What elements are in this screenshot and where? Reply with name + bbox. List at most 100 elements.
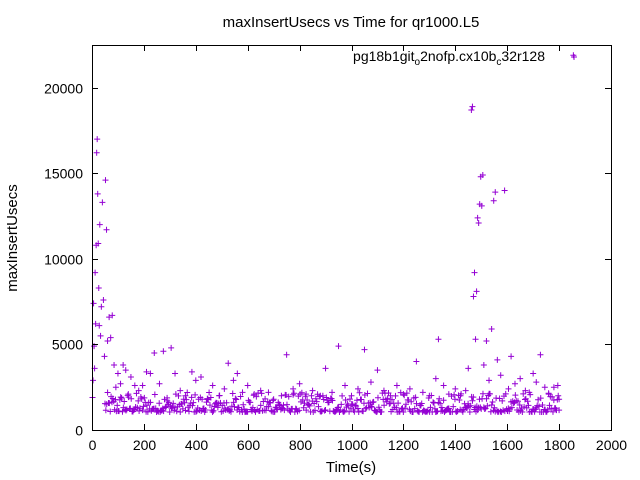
x-tick-label: 400 bbox=[185, 437, 209, 453]
data-point bbox=[484, 402, 491, 409]
data-point bbox=[492, 189, 499, 196]
data-point bbox=[435, 336, 442, 343]
data-point bbox=[430, 399, 437, 406]
data-point bbox=[397, 389, 404, 396]
data-point bbox=[521, 403, 528, 410]
y-tick-label: 5000 bbox=[52, 337, 83, 353]
data-point bbox=[104, 389, 111, 396]
data-point bbox=[106, 400, 113, 407]
data-point bbox=[445, 405, 452, 412]
data-point bbox=[166, 409, 173, 416]
data-point bbox=[199, 396, 206, 403]
data-point bbox=[209, 382, 216, 389]
data-point bbox=[554, 382, 561, 389]
data-point bbox=[127, 373, 134, 380]
data-point bbox=[533, 379, 540, 386]
data-point bbox=[317, 392, 324, 399]
data-point bbox=[355, 408, 362, 415]
legend-label-subscript-1: o bbox=[415, 57, 421, 68]
data-point bbox=[239, 389, 246, 396]
data-point bbox=[550, 384, 557, 391]
data-point bbox=[268, 407, 275, 414]
data-point bbox=[141, 394, 148, 401]
data-point bbox=[321, 407, 328, 414]
data-point bbox=[524, 398, 531, 405]
data-point bbox=[118, 395, 125, 402]
legend-label-part-2: 2nofp.cx10b bbox=[420, 48, 496, 64]
data-point bbox=[182, 407, 189, 414]
data-point bbox=[175, 392, 182, 399]
data-point bbox=[185, 408, 192, 415]
data-point bbox=[479, 390, 486, 397]
data-point bbox=[230, 399, 237, 406]
x-tick-label: 1200 bbox=[388, 437, 419, 453]
data-point bbox=[472, 336, 479, 343]
data-point bbox=[107, 334, 114, 341]
data-point bbox=[244, 408, 251, 415]
data-point bbox=[362, 405, 369, 412]
data-point bbox=[227, 408, 234, 415]
data-point bbox=[168, 344, 175, 351]
data-point bbox=[102, 407, 109, 414]
data-point bbox=[136, 408, 143, 415]
data-point bbox=[437, 400, 444, 407]
data-point bbox=[544, 406, 551, 413]
data-point bbox=[104, 338, 111, 345]
data-point bbox=[309, 387, 316, 394]
data-point bbox=[395, 400, 402, 407]
data-point bbox=[412, 394, 419, 401]
data-point bbox=[225, 360, 232, 367]
data-point bbox=[207, 394, 214, 401]
data-point bbox=[316, 393, 323, 400]
data-point bbox=[370, 398, 377, 405]
data-point bbox=[489, 399, 496, 406]
data-point bbox=[514, 398, 521, 405]
data-point bbox=[313, 398, 320, 405]
data-point bbox=[510, 400, 517, 407]
data-point bbox=[481, 406, 488, 413]
data-point bbox=[469, 397, 476, 404]
data-point bbox=[329, 397, 336, 404]
data-point bbox=[393, 404, 400, 411]
data-point bbox=[483, 395, 490, 402]
data-point bbox=[453, 408, 460, 415]
data-point bbox=[470, 394, 477, 401]
data-point bbox=[171, 407, 178, 414]
data-point bbox=[367, 403, 374, 410]
data-point bbox=[308, 392, 315, 399]
data-point bbox=[402, 401, 409, 408]
data-point bbox=[329, 389, 336, 396]
data-point bbox=[93, 149, 100, 156]
data-point bbox=[468, 107, 475, 114]
data-point bbox=[128, 395, 135, 402]
data-point bbox=[131, 382, 138, 389]
data-point bbox=[171, 404, 178, 411]
data-point bbox=[338, 401, 345, 408]
data-point bbox=[488, 326, 495, 333]
data-point bbox=[545, 391, 552, 398]
legend-label-part-3: 32r128 bbox=[501, 48, 545, 64]
data-point bbox=[392, 392, 399, 399]
data-point bbox=[230, 377, 237, 384]
data-point bbox=[209, 409, 216, 416]
data-point bbox=[345, 402, 352, 409]
data-point bbox=[374, 367, 381, 374]
data-point bbox=[508, 404, 515, 411]
data-point bbox=[262, 395, 269, 402]
data-point bbox=[318, 408, 325, 415]
data-point bbox=[92, 320, 99, 327]
data-point bbox=[488, 402, 495, 409]
data-point bbox=[400, 391, 407, 398]
x-tick-label: 600 bbox=[237, 437, 261, 453]
data-point bbox=[283, 401, 290, 408]
data-point bbox=[121, 398, 128, 405]
data-point bbox=[479, 172, 486, 179]
data-point bbox=[413, 400, 420, 407]
data-point bbox=[465, 365, 472, 372]
data-point bbox=[214, 404, 221, 411]
data-point bbox=[501, 187, 508, 194]
data-point bbox=[278, 392, 285, 399]
data-point bbox=[303, 391, 310, 398]
data-point bbox=[151, 391, 158, 398]
data-point bbox=[348, 392, 355, 399]
